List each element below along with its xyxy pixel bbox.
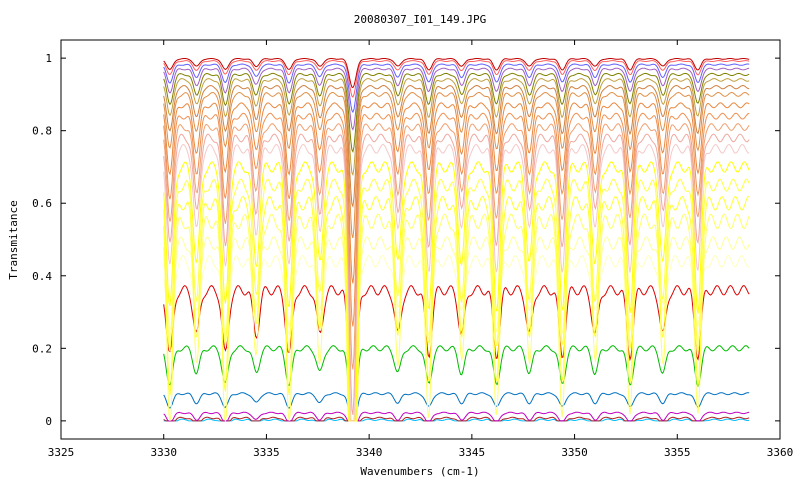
series-line — [163, 254, 750, 422]
x-tick-label: 3330 — [150, 446, 177, 459]
x-tick-label: 3360 — [767, 446, 794, 459]
y-axis: 0 0.2 0.4 0.6 0.8 1 — [32, 52, 780, 428]
series-line — [163, 416, 750, 422]
x-axis: 3325 3330 3335 3340 3345 3350 3355 3360 — [48, 40, 794, 459]
series-line — [163, 178, 750, 422]
series-line — [163, 84, 750, 208]
series-line — [163, 133, 750, 415]
series-line — [163, 195, 750, 422]
chart-title: 20080307_I01_149.JPG — [354, 13, 486, 26]
series-line — [163, 411, 750, 422]
y-tick-label: 0 — [45, 415, 52, 428]
series-line — [163, 345, 750, 422]
series-line — [163, 59, 750, 98]
x-tick-label: 3355 — [664, 446, 691, 459]
y-tick-label: 0.8 — [32, 125, 52, 138]
x-tick-label: 3350 — [561, 446, 588, 459]
series-line — [163, 112, 750, 327]
y-tick-label: 0.2 — [32, 342, 52, 355]
y-axis-label: Transmitance — [7, 200, 20, 279]
series-line — [163, 392, 750, 422]
series-line — [163, 78, 750, 177]
x-tick-label: 3340 — [356, 446, 383, 459]
x-tick-label: 3335 — [253, 446, 280, 459]
y-tick-label: 0.4 — [32, 270, 52, 283]
plot-frame — [60, 39, 781, 440]
x-axis-label: Wavenumbers (cm-1) — [360, 465, 479, 478]
series-line — [163, 418, 750, 422]
series-line — [163, 213, 750, 423]
y-tick-label: 1 — [45, 52, 52, 65]
series-line — [163, 67, 750, 131]
series-line — [163, 58, 750, 89]
series-line — [163, 123, 750, 370]
x-tick-label: 3325 — [48, 446, 75, 459]
series-line — [163, 161, 750, 422]
y-tick-label: 0.6 — [32, 197, 52, 210]
series-line — [163, 102, 750, 284]
series-line — [163, 72, 750, 154]
series-group — [163, 58, 750, 423]
series-line — [163, 285, 750, 422]
series-line — [163, 63, 750, 114]
series-line — [163, 91, 750, 239]
x-tick-label: 3345 — [459, 446, 486, 459]
series-line — [163, 143, 750, 422]
